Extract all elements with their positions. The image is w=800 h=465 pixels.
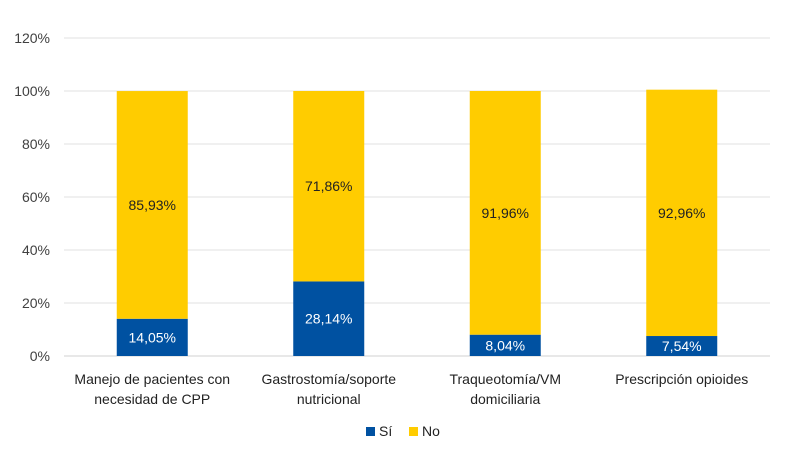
x-tick-label: domiciliaria [470, 391, 540, 407]
bar-si [646, 336, 718, 356]
bar-no [116, 91, 188, 319]
data-label: 92,96% [658, 205, 705, 221]
bar-si [293, 281, 365, 356]
x-tick-label: necesidad de CPP [94, 391, 210, 407]
y-tick-label: 60% [22, 189, 50, 205]
bar-no [646, 89, 718, 337]
y-tick-label: 100% [14, 83, 50, 99]
bar-no [293, 91, 365, 282]
x-tick-label: Prescripción opioides [615, 371, 748, 387]
x-tick-label: Traqueotomía/VM [449, 371, 561, 387]
bar-no [469, 91, 541, 335]
y-tick-label: 0% [30, 348, 50, 364]
y-tick-label: 40% [22, 242, 50, 258]
data-label: 7,54% [662, 338, 702, 354]
data-label: 91,96% [482, 205, 529, 221]
data-label: 71,86% [305, 178, 352, 194]
data-label: 8,04% [485, 337, 525, 353]
data-label: 28,14% [305, 311, 352, 327]
y-tick-label: 20% [22, 295, 50, 311]
x-tick-label: Manejo de pacientes con [74, 371, 230, 387]
bar-si [469, 334, 541, 356]
y-tick-label: 80% [22, 136, 50, 152]
x-tick-label: nutricional [297, 391, 361, 407]
bar-si [116, 318, 188, 356]
legend-swatch-si [366, 427, 375, 436]
data-label: 14,05% [129, 329, 176, 345]
data-label: 85,93% [129, 197, 176, 213]
y-tick-label: 120% [14, 30, 50, 46]
legend-swatch-no [409, 427, 418, 436]
legend-label: No [422, 423, 440, 439]
legend-label: Sí [379, 423, 392, 439]
x-tick-label: Gastrostomía/soporte [261, 371, 396, 387]
